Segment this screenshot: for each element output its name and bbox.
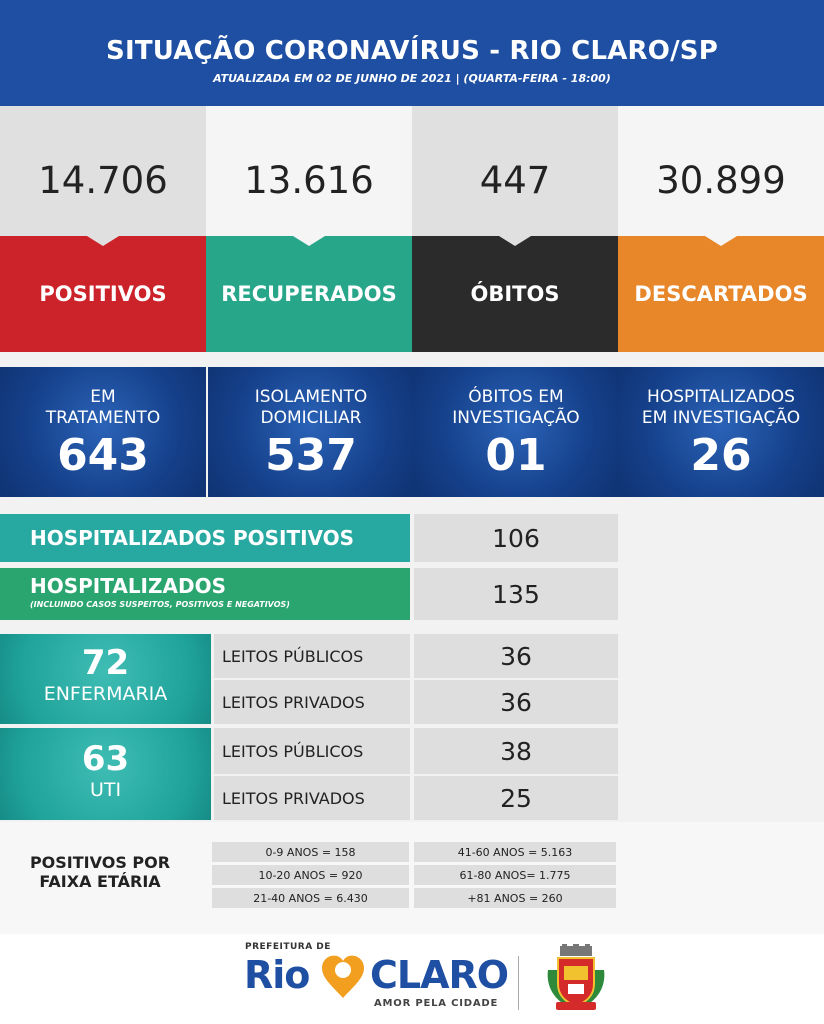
notch xyxy=(499,236,531,246)
card-value: 643 xyxy=(57,430,149,481)
age-range-41-60: 41-60 ANOS = 5.163 xyxy=(414,842,616,862)
notch xyxy=(705,236,737,246)
card-value: 537 xyxy=(265,430,357,481)
hospitalizados-note: (INCLUINDO CASOS SUSPEITOS, POSITIVOS E … xyxy=(30,600,290,609)
card-isolamento-domiciliar: ISOLAMENTO DOMICILIAR 537 xyxy=(208,367,414,497)
coat-of-arms-icon xyxy=(547,944,605,1010)
stat-value: 30.899 xyxy=(618,106,824,236)
stat-value: 13.616 xyxy=(206,106,412,236)
card-label-line1: ÓBITOS EM xyxy=(468,387,564,407)
header: SITUAÇÃO CORONAVÍRUS - RIO CLARO/SP ATUA… xyxy=(0,0,824,106)
card-label-line2: INVESTIGAÇÃO xyxy=(452,408,580,428)
stat-obitos: 447 ÓBITOS xyxy=(412,106,618,352)
enfermaria-label: ENFERMARIA xyxy=(43,683,168,705)
age-section xyxy=(0,822,824,934)
stat-recuperados: 13.616 RECUPERADOS xyxy=(206,106,412,352)
age-range-10-20: 10-20 ANOS = 920 xyxy=(212,865,409,885)
card-label-line1: ISOLAMENTO xyxy=(254,387,368,407)
hospitalizados-positivos-value: 106 xyxy=(414,514,618,562)
stat-label: POSITIVOS xyxy=(0,236,206,352)
uti-total: 63 xyxy=(81,739,130,779)
stat-positivos: 14.706 POSITIVOS xyxy=(0,106,206,352)
uti-privados-value: 25 xyxy=(414,776,618,820)
stat-label: ÓBITOS xyxy=(412,236,618,352)
uti-privados-label: LEITOS PRIVADOS xyxy=(214,776,410,820)
age-range-21-40: 21-40 ANOS = 6.430 xyxy=(212,888,409,908)
card-em-tratamento: EM TRATAMENTO 643 xyxy=(0,367,206,497)
location-pin-heart-icon xyxy=(322,955,364,998)
enfermaria-publicos-label: LEITOS PÚBLICOS xyxy=(214,634,410,678)
card-label-line1: EM xyxy=(90,387,116,407)
stat-value: 14.706 xyxy=(0,106,206,236)
page-title: SITUAÇÃO CORONAVÍRUS - RIO CLARO/SP xyxy=(106,36,718,66)
card-obitos-investigacao: ÓBITOS EM INVESTIGAÇÃO 01 xyxy=(413,367,619,497)
enfermaria-block: 72 ENFERMARIA xyxy=(0,634,211,724)
enfermaria-total: 72 xyxy=(81,643,130,683)
footer xyxy=(0,934,824,1024)
prefeitura-text: PREFEITURA DE xyxy=(245,942,331,952)
enfermaria-publicos-value: 36 xyxy=(414,634,618,678)
hospitalizados-positivos-label: HOSPITALIZADOS POSITIVOS xyxy=(0,514,410,562)
uti-publicos-label: LEITOS PÚBLICOS xyxy=(214,728,410,774)
enfermaria-privados-value: 36 xyxy=(414,680,618,724)
logo-claro: CLARO xyxy=(370,953,509,997)
notch xyxy=(293,236,325,246)
uti-publicos-value: 38 xyxy=(414,728,618,774)
divider xyxy=(518,956,519,1010)
slogan: AMOR PELA CIDADE xyxy=(374,998,499,1009)
stat-label: DESCARTADOS xyxy=(618,236,824,352)
age-title-line2: FAIXA ETÁRIA xyxy=(39,872,161,891)
hospitalizados-total: HOSPITALIZADOS (INCLUINDO CASOS SUSPEITO… xyxy=(0,568,410,620)
card-value: 26 xyxy=(690,430,752,481)
age-range-0-9: 0-9 ANOS = 158 xyxy=(212,842,409,862)
age-title: POSITIVOS POR FAIXA ETÁRIA xyxy=(20,853,180,891)
card-hospitalizados-investigacao: HOSPITALIZADOS EM INVESTIGAÇÃO 26 xyxy=(618,367,824,497)
update-date: ATUALIZADA EM 02 DE JUNHO DE 2021 | (QUA… xyxy=(213,72,611,85)
card-label-line1: HOSPITALIZADOS xyxy=(647,387,795,407)
age-range-81-plus: +81 ANOS = 260 xyxy=(414,888,616,908)
card-value: 01 xyxy=(485,430,547,481)
stat-value: 447 xyxy=(412,106,618,236)
age-title-line1: POSITIVOS POR xyxy=(29,853,171,872)
stat-label: RECUPERADOS xyxy=(206,236,412,352)
card-label-line2: TRATAMENTO xyxy=(45,408,161,428)
stat-descartados: 30.899 DESCARTADOS xyxy=(618,106,824,352)
hospitalizados-total-label: HOSPITALIZADOS xyxy=(30,574,226,598)
card-label-line2: DOMICILIAR xyxy=(260,408,362,428)
uti-label: UTI xyxy=(89,779,122,801)
logo-rio: Rio xyxy=(244,953,310,997)
age-range-61-80: 61-80 ANOS= 1.775 xyxy=(414,865,616,885)
hospitalizados-total-value: 135 xyxy=(414,568,618,620)
card-label-line2: EM INVESTIGAÇÃO xyxy=(641,408,801,428)
notch xyxy=(87,236,119,246)
enfermaria-privados-label: LEITOS PRIVADOS xyxy=(214,680,410,724)
uti-block: 63 UTI xyxy=(0,728,211,820)
